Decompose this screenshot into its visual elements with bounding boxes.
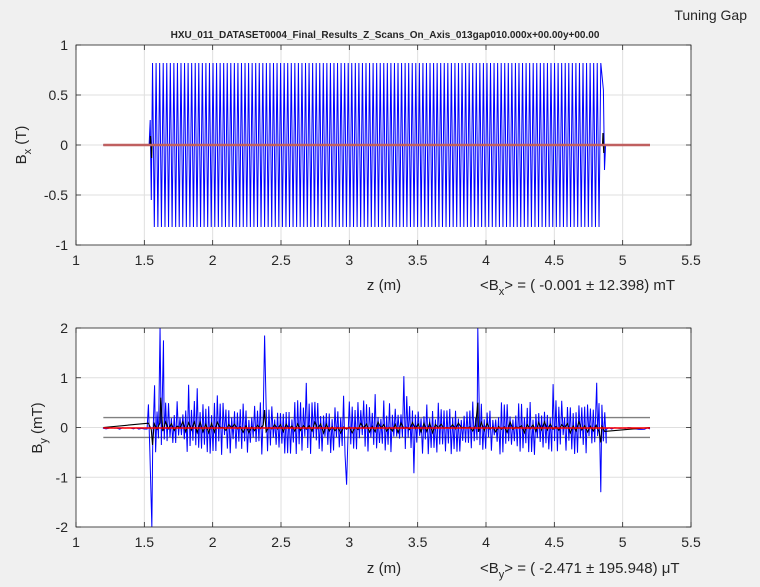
- bx-stat-text: <Bx> = ( -0.001 ± 12.398) mT: [480, 277, 675, 298]
- bx-ytick-label: 0: [60, 137, 68, 153]
- bx-ylabel: Bx (T): [13, 126, 34, 165]
- corner-label: Tuning Gap: [674, 7, 747, 23]
- by-ticks: 1 1.5 2 2.5 3 3.5 4 4.5 5 5.5 -2 -1 0 1 2: [56, 320, 701, 550]
- bx-ytick-label: 1: [60, 37, 68, 53]
- by-ylabel: By (mT): [29, 402, 50, 453]
- bx-series-group: [103, 62, 650, 228]
- figure-title: HXU_011_DATASET0004_Final_Results_Z_Scan…: [171, 30, 600, 41]
- bx-xtick-label: 2.5: [271, 252, 291, 268]
- by-xtick-label: 3.5: [408, 534, 428, 550]
- bx-ticks: 1 1.5 2 2.5 3 3.5 4 4.5 5 5.5 -1 -0.5 0 0.5 1: [44, 37, 701, 268]
- by-ytick-label: 1: [60, 370, 68, 386]
- by-series-group: [102, 327, 651, 528]
- bx-ytick-label: 0.5: [49, 87, 69, 103]
- by-field-line: [102, 327, 651, 528]
- by-xtick-label: 1.5: [135, 534, 155, 550]
- bx-xtick-label: 1: [72, 252, 80, 268]
- bx-xtick-label: 5.5: [681, 252, 701, 268]
- by-xtick-label: 2: [209, 534, 217, 550]
- bx-xtick-label: 4: [482, 252, 490, 268]
- bx-xtick-label: 5: [619, 252, 627, 268]
- by-xtick-label: 1: [72, 534, 80, 550]
- by-ytick-label: -1: [56, 469, 69, 485]
- bx-axes: 1 1.5 2 2.5 3 3.5 4 4.5 5 5.5 -1 -0.5 0 0.5 1 Bx (T) z…: [13, 37, 701, 298]
- bx-field-line: [103, 62, 650, 228]
- by-axes: 1 1.5 2 2.5 3 3.5 4 4.5 5 5.5 -2 -1 0 1 2 By (mT) z (m…: [29, 320, 701, 581]
- bx-xtick-label: 3: [345, 252, 353, 268]
- bx-xtick-label: 3.5: [408, 252, 428, 268]
- bx-ytick-label: -1: [56, 237, 69, 253]
- by-xtick-label: 4.5: [545, 534, 565, 550]
- by-xtick-label: 4: [482, 534, 490, 550]
- bx-xtick-label: 4.5: [545, 252, 565, 268]
- by-ytick-label: -2: [56, 519, 69, 535]
- bx-xtick-label: 2: [209, 252, 217, 268]
- by-xtick-label: 5.5: [681, 534, 701, 550]
- bx-xlabel: z (m): [367, 277, 401, 294]
- by-stat-text: <By> = ( -2.471 ± 195.948) μT: [480, 560, 680, 581]
- by-xlabel: z (m): [367, 560, 401, 577]
- by-xtick-label: 3: [345, 534, 353, 550]
- by-ytick-label: 0: [60, 420, 68, 436]
- bx-xtick-label: 1.5: [135, 252, 155, 268]
- by-xtick-label: 2.5: [271, 534, 291, 550]
- bx-ytick-label: -0.5: [44, 187, 68, 203]
- by-ytick-label: 2: [60, 320, 68, 336]
- by-xtick-label: 5: [619, 534, 627, 550]
